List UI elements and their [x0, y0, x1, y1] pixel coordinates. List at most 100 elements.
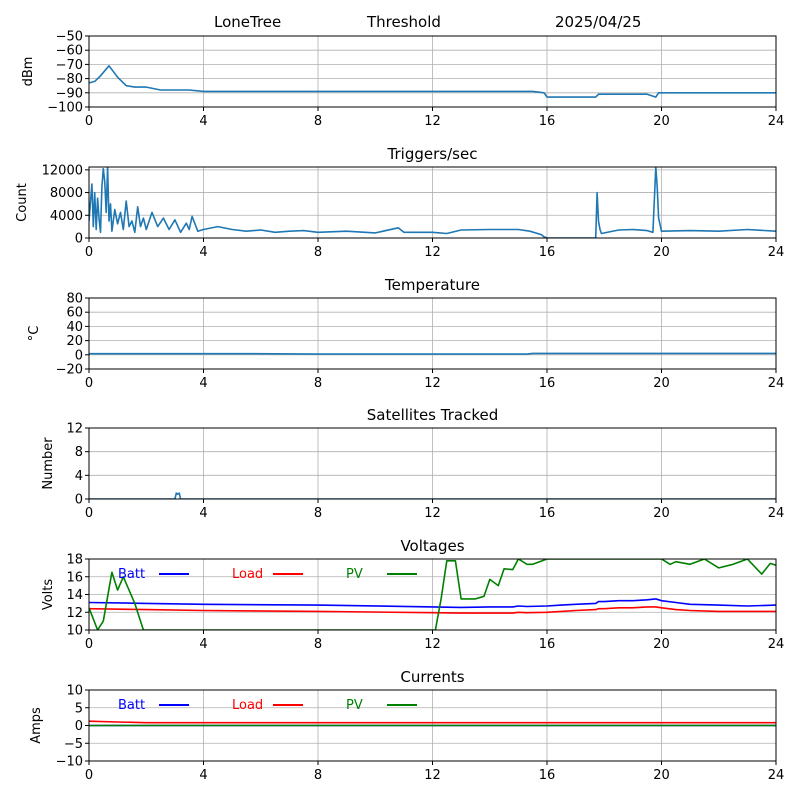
x-tick-label: 16: [539, 506, 556, 521]
x-tick-label: 0: [85, 768, 93, 783]
x-tick-label: 12: [424, 506, 441, 521]
y-tick-label: 20: [66, 334, 83, 349]
y-tick-label: −10: [56, 755, 83, 770]
x-tick-label: 4: [199, 114, 207, 129]
header-date: 2025/04/25: [555, 13, 641, 31]
legend-label-pv: PV: [346, 567, 363, 582]
x-tick-label: 4: [199, 768, 207, 783]
y-tick-label: 16: [66, 570, 83, 585]
series-line: [89, 352, 776, 355]
y-tick-label: 60: [66, 306, 83, 321]
y-tick-label: 0: [75, 719, 83, 734]
x-tick-label: 20: [653, 506, 670, 521]
y-tick-label: −60: [56, 44, 83, 59]
x-tick-label: 8: [314, 637, 322, 652]
x-tick-label: 4: [199, 376, 207, 391]
y-tick-label: 80: [66, 292, 83, 307]
x-tick-label: 0: [85, 245, 93, 260]
x-tick-label: 12: [424, 245, 441, 260]
y-tick-label: 8000: [50, 186, 83, 201]
x-tick-label: 12: [424, 768, 441, 783]
y-tick-label: −90: [56, 86, 83, 101]
header-mode: Threshold: [366, 13, 441, 31]
chart-title: Voltages: [400, 537, 464, 555]
y-tick-label: 5: [75, 701, 83, 716]
y-tick-label: −5: [64, 737, 83, 752]
x-tick-label: 8: [314, 114, 322, 129]
y-tick-label: 4: [75, 469, 83, 484]
chart-title: Currents: [400, 668, 464, 686]
x-tick-label: 20: [653, 245, 670, 260]
x-tick-label: 12: [424, 637, 441, 652]
y-tick-label: 0: [75, 232, 83, 247]
y-axis-label: Number: [41, 437, 56, 490]
y-tick-label: 0: [75, 493, 83, 508]
y-tick-label: 12: [66, 422, 83, 437]
y-tick-label: 4000: [50, 209, 83, 224]
x-tick-label: 20: [653, 768, 670, 783]
series-line: [89, 492, 776, 499]
x-tick-label: 4: [199, 637, 207, 652]
y-axis-label: Count: [15, 183, 30, 222]
chart-title: Triggers/sec: [387, 145, 478, 163]
y-tick-label: 40: [66, 320, 83, 335]
x-tick-label: 0: [85, 114, 93, 129]
y-tick-label: −100: [47, 101, 83, 116]
y-tick-label: −70: [56, 58, 83, 73]
x-tick-label: 16: [539, 768, 556, 783]
x-tick-label: 12: [424, 376, 441, 391]
x-tick-label: 4: [199, 245, 207, 260]
y-tick-label: −50: [56, 30, 83, 45]
series-line: [89, 167, 776, 238]
x-tick-label: 24: [768, 637, 785, 652]
x-tick-label: 16: [539, 114, 556, 129]
x-tick-label: 16: [539, 637, 556, 652]
x-tick-label: 24: [768, 506, 785, 521]
y-axis-label: dBm: [21, 57, 36, 87]
chart-voltages: 0 4 8 12 16 20 24 10 12 14 16 18 Voltages Volts Batt Lo…: [41, 537, 784, 652]
legend-label-load: Load: [232, 567, 263, 582]
y-tick-label: 8: [75, 445, 83, 460]
x-tick-label: 16: [539, 245, 556, 260]
series-pv-line: [89, 559, 776, 630]
chart-title: Temperature: [384, 276, 480, 294]
y-tick-label: 14: [66, 588, 83, 603]
y-axis-label: °C: [27, 326, 42, 342]
header-station: LoneTree: [214, 13, 281, 31]
x-tick-label: 24: [768, 376, 785, 391]
x-tick-label: 20: [653, 114, 670, 129]
series-load-line: [89, 606, 776, 614]
y-axis-label: Volts: [41, 579, 56, 611]
x-tick-label: 24: [768, 114, 785, 129]
y-tick-label: −20: [56, 363, 83, 378]
series-load-line: [89, 720, 776, 724]
x-tick-label: 8: [314, 245, 322, 260]
x-tick-label: 8: [314, 376, 322, 391]
x-tick-label: 12: [424, 114, 441, 129]
series-line: [89, 65, 776, 98]
x-tick-label: 8: [314, 768, 322, 783]
legend-label-batt: Batt: [118, 698, 145, 713]
legend-label-pv: PV: [346, 698, 363, 713]
legend-label-batt: Batt: [118, 567, 145, 582]
x-tick-label: 16: [539, 376, 556, 391]
y-tick-label: 10: [66, 684, 83, 699]
series-batt-line: [89, 598, 776, 609]
y-tick-label: 0: [75, 348, 83, 363]
y-axis-label: Amps: [29, 707, 44, 744]
x-tick-label: 20: [653, 376, 670, 391]
chart-title: Satellites Tracked: [367, 406, 498, 424]
legend-label-load: Load: [232, 698, 263, 713]
y-tick-label: 10: [66, 624, 83, 639]
y-tick-label: −80: [56, 72, 83, 87]
x-tick-label: 0: [85, 506, 93, 521]
y-tick-label: 18: [66, 553, 83, 568]
chart-currents: 0 4 8 12 16 20 24 −10 −5 0 5 10 Currents Amps Batt Load…: [29, 668, 784, 783]
x-tick-label: 4: [199, 506, 207, 521]
chart-signal: 0 4 8 12 16 20 24 −100−90−80−70−60−50 dBm: [21, 30, 784, 130]
x-tick-label: 0: [85, 376, 93, 391]
y-tick-label: 12: [66, 606, 83, 621]
chart-satellites: 0 4 8 12 16 20 24 0 4 8 12 Satellites Tracked Number: [41, 406, 784, 521]
